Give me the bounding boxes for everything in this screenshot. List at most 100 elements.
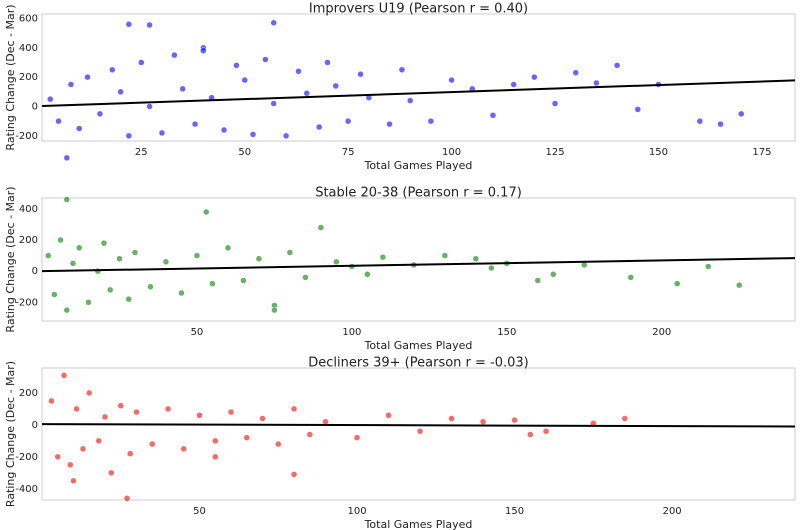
point [209,280,216,287]
point [581,261,588,269]
point [125,295,133,303]
y-tick-label: 200 [19,72,38,83]
point [488,264,495,272]
point [133,408,140,416]
point [162,258,170,266]
point [271,306,278,314]
point [406,97,414,104]
point [353,434,361,441]
x-tick-label: 125 [545,147,564,158]
point [131,249,139,256]
trend-line [41,257,796,273]
y-axis-label: Rating Change (Dec - Mar) [4,361,17,507]
point [69,260,77,267]
point [332,82,340,90]
point [241,76,248,84]
point [295,68,302,75]
point [63,196,71,203]
y-tick-label: 400 [19,43,38,54]
point [106,286,114,294]
point [117,88,124,96]
point [79,445,87,453]
point [125,132,133,140]
point [551,100,559,107]
point [243,434,251,441]
x-axis-label: Total Games Played [364,518,473,530]
point [634,106,642,113]
point [386,120,393,128]
point [227,408,235,416]
point [510,81,517,88]
point [472,255,480,262]
chart-title: Decliners 39+ (Pearson r = -0.03) [308,356,529,371]
point [364,271,371,278]
point [123,495,131,502]
x-tick-label: 150 [497,327,516,338]
point [95,437,102,445]
point [306,431,314,438]
point [290,405,298,413]
point [270,100,277,107]
point [441,252,449,259]
point [196,412,203,419]
point [315,123,323,131]
point [613,62,621,69]
point [550,271,557,278]
point [489,112,497,119]
point [542,428,550,435]
point [696,117,704,125]
point [96,110,104,118]
y-tick-label: 400 [19,204,38,215]
y-tick-label: 200 [19,235,38,246]
point [416,428,424,435]
plot-frame [41,13,796,142]
x-axis-label: Total Games Played [364,159,473,172]
point [200,47,207,54]
point [193,252,201,259]
x-tick-label: 200 [663,506,682,517]
point [322,418,329,425]
point [357,70,364,78]
point [146,103,153,110]
point [63,306,71,314]
trend-line [41,79,796,108]
chart-title: Stable 20-38 (Pearson r = 0.17) [315,186,522,201]
point [673,280,681,287]
point [158,129,166,137]
point [317,224,325,231]
point [333,258,340,266]
point [344,117,352,125]
point [51,291,58,298]
point [191,120,199,128]
point [179,85,186,93]
point [593,79,600,87]
point [448,76,455,84]
y-tick-label: 600 [19,13,38,24]
point [737,110,745,118]
point [302,274,309,281]
y-tick-label: -200 [15,452,38,463]
point [149,440,156,448]
point [86,389,93,397]
point [138,59,145,66]
x-tick-label: 75 [342,147,355,158]
point [60,372,68,379]
point [704,263,712,270]
x-tick-label: 175 [752,147,771,158]
point [627,274,635,281]
point [63,154,71,162]
point [324,59,331,66]
point [178,289,185,297]
point [398,66,406,74]
y-tick-label: 0 [32,101,38,112]
x-tick-label: 150 [505,506,524,517]
point [212,437,219,445]
x-axis-label: Total Games Played [364,339,473,352]
point [262,56,269,63]
point [212,453,219,461]
point [255,255,263,262]
point [572,69,579,76]
point [286,249,294,256]
point [427,117,435,125]
